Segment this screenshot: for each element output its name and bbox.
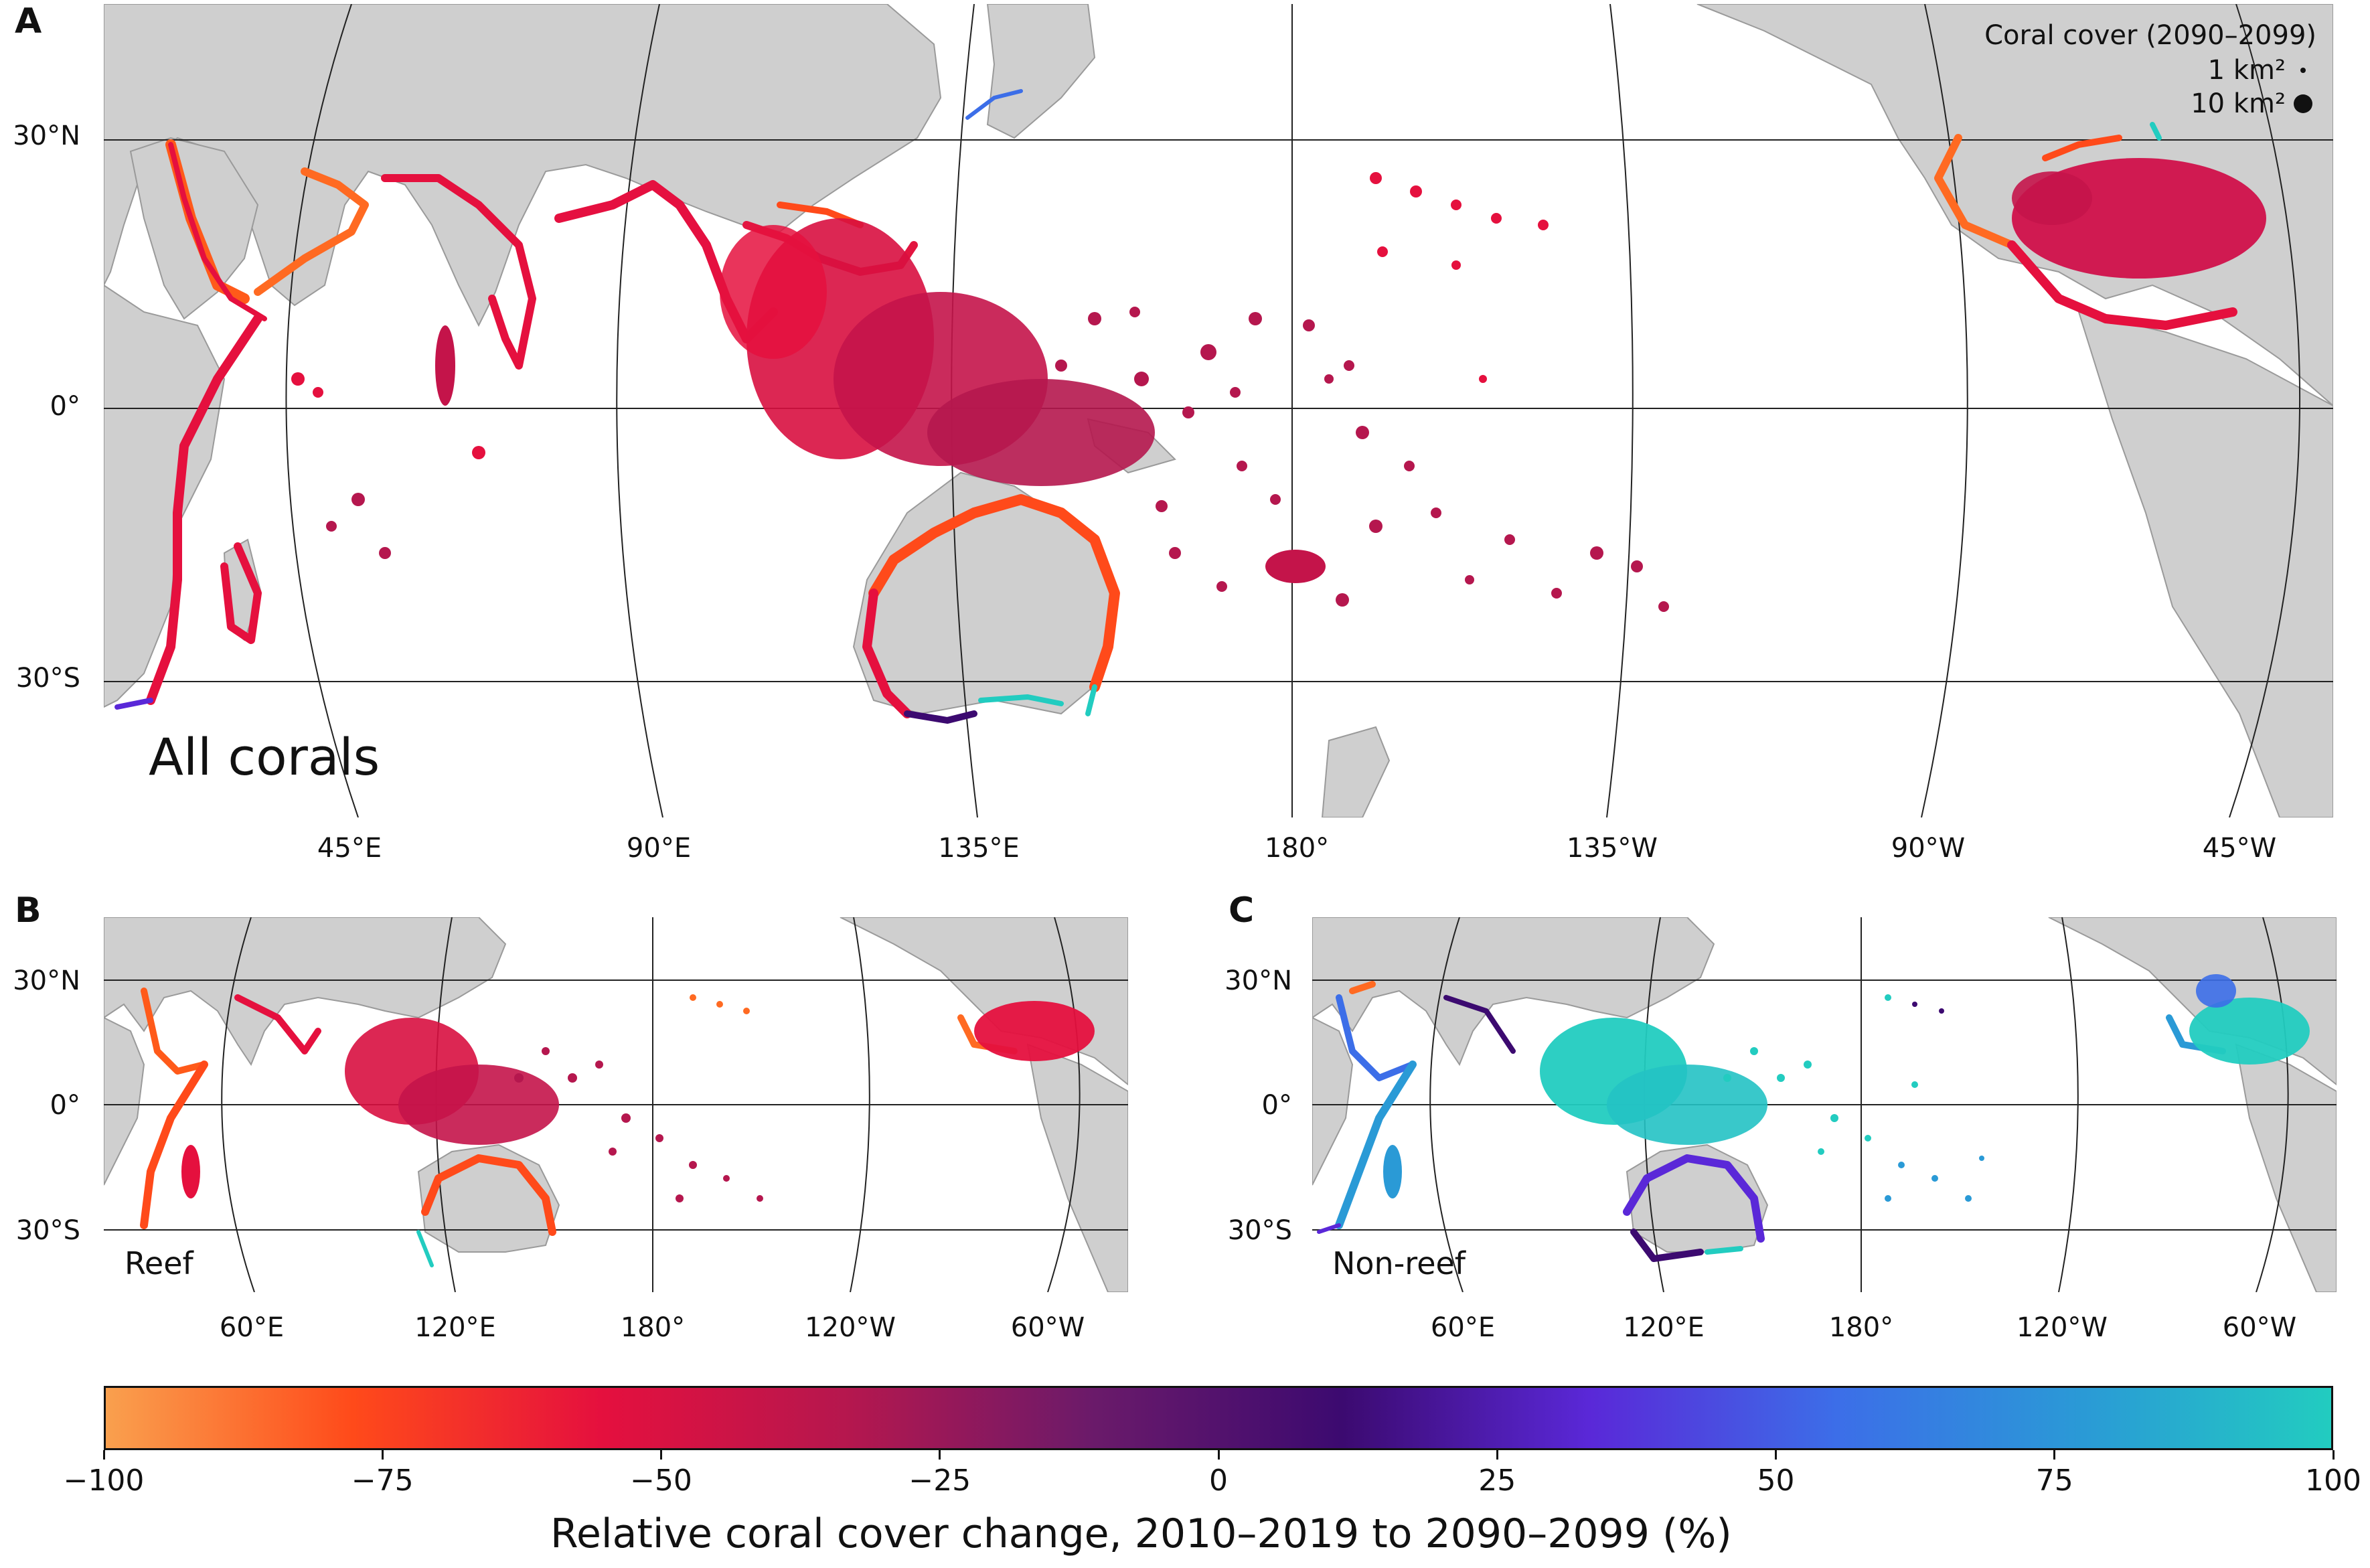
colorbar-tick-label: −75 (351, 1464, 414, 1498)
size-legend-dot-10 (2294, 94, 2312, 113)
colorbar-tick-mark (2053, 1450, 2056, 1460)
colorbar-tick-mark (1775, 1450, 1777, 1460)
panel-a-size-legend: Coral cover (2090–2099) 1 km² 10 km² (1915, 20, 2316, 119)
colorbar-tick-label: 75 (2035, 1464, 2073, 1498)
panel-b-lon-180: 180° (620, 1312, 686, 1343)
panel-c-lon-180: 180° (1828, 1312, 1894, 1343)
size-legend-dot-1 (2300, 68, 2306, 73)
colorbar-tick-label: 100 (2305, 1464, 2361, 1498)
panel-c-title: Non-reef (1332, 1245, 1466, 1281)
size-legend-label-1: 1 km² (2207, 55, 2286, 86)
panel-b-lon-60w: 60°W (1010, 1312, 1085, 1343)
panel-b-lon-120e: 120°E (414, 1312, 496, 1343)
panel-a-lon-135w: 135°W (1567, 833, 1658, 864)
size-legend-label-10: 10 km² (2191, 88, 2286, 119)
panel-a-title: All corals (149, 727, 380, 787)
colorbar-gradient (106, 1388, 2331, 1448)
panel-c-lat-30n: 30°N (1224, 965, 1292, 996)
panel-c-lon-60w: 60°W (2222, 1312, 2297, 1343)
colorbar-tick-mark (1496, 1450, 1498, 1460)
colorbar-tick-label: −25 (908, 1464, 971, 1498)
panel-c-map (1312, 917, 2337, 1292)
colorbar-tick-mark (939, 1450, 941, 1460)
colorbar-tick-label: 0 (1209, 1464, 1228, 1498)
colorbar-tick-label: 50 (1757, 1464, 1795, 1498)
colorbar-label: Relative coral cover change, 2010–2019 t… (550, 1510, 1732, 1557)
panel-b-title: Reef (125, 1245, 193, 1281)
panel-b-lat-30s: 30°S (15, 1215, 80, 1246)
panel-a-lat-0: 0° (50, 391, 80, 422)
size-legend-title: Coral cover (2090–2099) (1984, 20, 2316, 51)
panel-c-letter: C (1229, 890, 1255, 931)
colorbar-tick-label: 25 (1478, 1464, 1516, 1498)
panel-b-lon-60e: 60°E (219, 1312, 285, 1343)
panel-b-lat-30n: 30°N (13, 965, 80, 996)
colorbar-tick-label: −100 (63, 1464, 145, 1498)
colorbar (104, 1386, 2333, 1450)
panel-b-map (104, 917, 1128, 1292)
panel-a-lon-135e: 135°E (938, 833, 1020, 864)
panel-a-lon-45e: 45°E (317, 833, 382, 864)
colorbar-tick-mark (660, 1450, 662, 1460)
panel-a-lat-30s: 30°S (15, 663, 80, 694)
panel-c-lon-120e: 120°E (1623, 1312, 1705, 1343)
panel-a-map (104, 4, 2333, 817)
colorbar-tick-mark (2332, 1450, 2335, 1460)
panel-a-lon-90w: 90°W (1891, 833, 1966, 864)
panel-c-lon-60e: 60°E (1430, 1312, 1496, 1343)
colorbar-tick-mark (102, 1450, 105, 1460)
panel-c-lat-30s: 30°S (1227, 1215, 1292, 1246)
colorbar-tick-label: −50 (630, 1464, 692, 1498)
colorbar-tick-mark (381, 1450, 384, 1460)
panel-a-lon-45w: 45°W (2202, 833, 2277, 864)
panel-a-lon-90e: 90°E (626, 833, 692, 864)
panel-c-lat-0: 0° (1261, 1090, 1292, 1121)
panel-a-lat-30n: 30°N (13, 121, 80, 151)
panel-a-lon-180: 180° (1264, 833, 1330, 864)
panel-a-letter: A (15, 1, 42, 42)
panel-b-lat-0: 0° (50, 1090, 80, 1121)
panel-b-lon-120w: 120°W (805, 1312, 896, 1343)
colorbar-tick-mark (1217, 1450, 1220, 1460)
panel-b-letter: B (15, 890, 42, 931)
panel-c-lon-120w: 120°W (2017, 1312, 2108, 1343)
